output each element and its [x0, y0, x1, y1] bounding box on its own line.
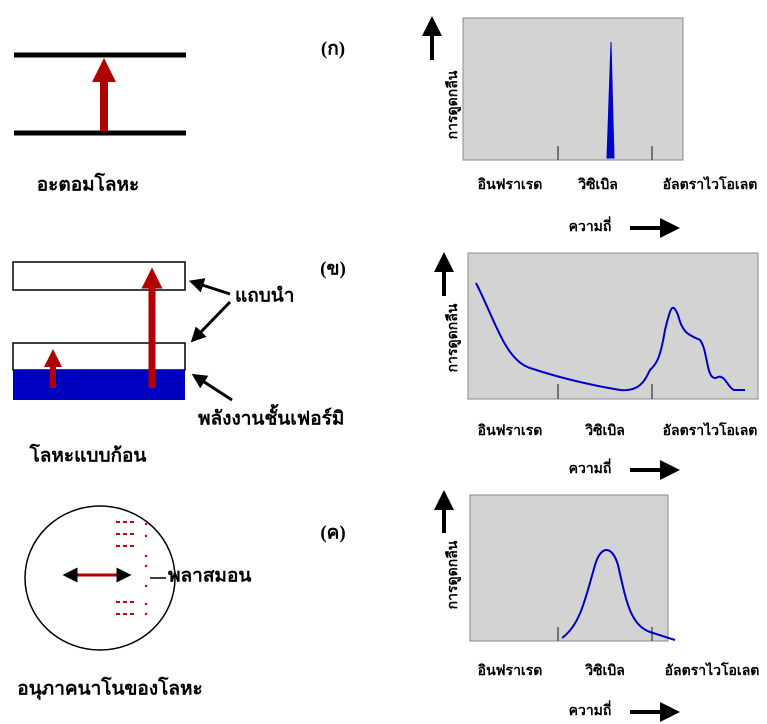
panel-label: (ค) [320, 522, 345, 543]
panel-label: (ข) [320, 258, 346, 279]
x-label: อินฟราเรด [477, 423, 542, 439]
bulk-diagram [12, 261, 233, 402]
x-label: วิซิเบิล [577, 177, 618, 193]
nanoparticle-diagram [24, 505, 176, 651]
x-label: อินฟราเรด [477, 177, 542, 193]
caption: อนุภาคนาโนของโลหะ [17, 676, 202, 700]
x-label: อัลตราไวโอเลต [665, 661, 760, 679]
spectrum-3 [434, 490, 680, 722]
x-label: อัลตราไวโอเลต [663, 175, 758, 193]
x-label: วิซิเบิล [584, 663, 625, 679]
annotation: พลังงานชั้นเฟอร์มิ [198, 403, 344, 429]
x-axis-label: ความถี่ [569, 700, 612, 719]
caption: อะตอมโลหะ [37, 172, 139, 195]
annotation: แถบนำ [235, 285, 294, 306]
x-axis-label: ความถี่ [569, 458, 612, 477]
annotation: พลาสมอน [168, 565, 251, 586]
panel-label: (ก) [321, 38, 345, 59]
caption: โลหะแบบก้อน [29, 443, 147, 466]
atom-diagram [14, 52, 186, 136]
y-axis-label: การดูดกลืน [445, 303, 461, 372]
y-axis-label: การดูดกลืน [445, 540, 461, 609]
x-axis-label: ความถี่ [569, 216, 612, 235]
spectrum-1 [422, 16, 684, 238]
y-axis-label: การดูดกลืน [445, 70, 461, 139]
x-label: วิซิเบิล [584, 423, 625, 439]
x-label: อัลตราไวโอเลต [663, 421, 758, 439]
spectrum-2 [434, 252, 759, 480]
x-label: อินฟราเรด [477, 663, 542, 679]
